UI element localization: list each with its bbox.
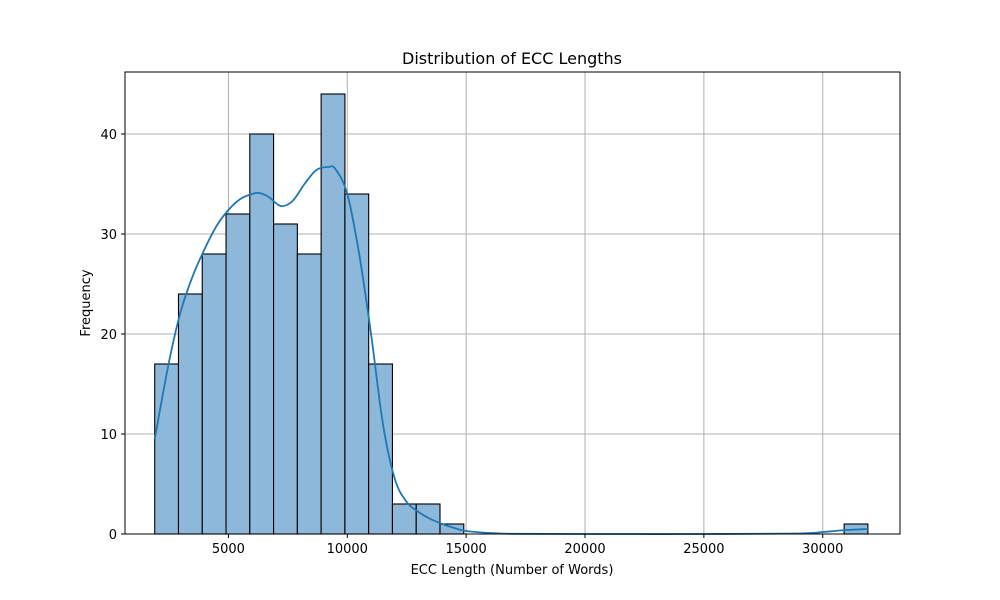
- histogram-bar: [415, 503, 441, 535]
- histogram-bar: [201, 253, 227, 535]
- chart-title: Distribution of ECC Lengths: [402, 49, 622, 68]
- x-tick-label: 20000: [564, 542, 605, 557]
- histogram-bar: [296, 253, 322, 535]
- y-tick-label: 10: [100, 428, 117, 443]
- histogram-bar: [273, 223, 298, 535]
- y-axis-label: Frequency: [79, 269, 94, 336]
- histogram-bar: [177, 293, 203, 535]
- histogram-bar: [368, 363, 393, 535]
- x-tick-label: 10000: [327, 542, 368, 557]
- y-tick-label: 30: [100, 228, 117, 243]
- x-tick-label: 25000: [683, 542, 724, 557]
- x-axis-label: ECC Length (Number of Words): [411, 563, 614, 578]
- histogram-bar: [320, 93, 346, 535]
- x-tick-label: 5000: [212, 542, 245, 557]
- ticks-layer: 5000 10000 15000 20000 25000 30000 0 10 20 30 40: [100, 128, 843, 557]
- y-tick-label: 40: [100, 128, 117, 143]
- x-tick-label: 15000: [445, 542, 486, 557]
- plot-frame: [124, 71, 901, 535]
- y-tick-label: 20: [100, 328, 117, 343]
- histogram-bar: [225, 213, 251, 535]
- y-tick-label: 0: [109, 528, 117, 543]
- histogram-bar: [154, 363, 180, 535]
- bars-layer: [154, 93, 869, 535]
- x-tick-label: 30000: [802, 542, 843, 557]
